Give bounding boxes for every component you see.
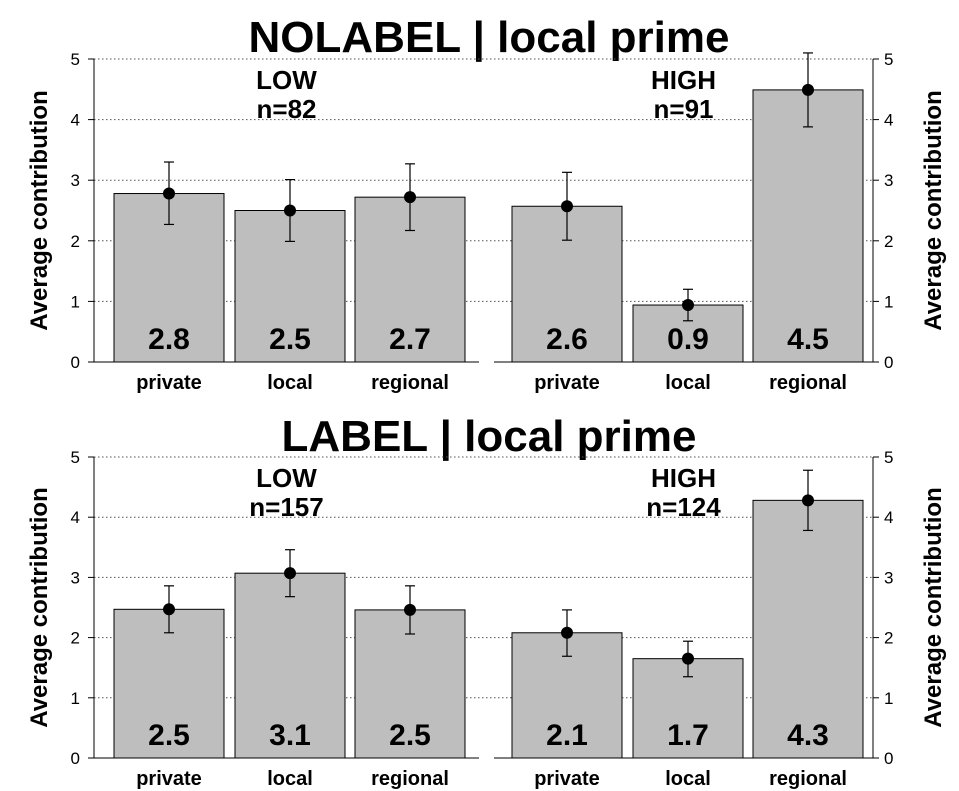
mean-point: [163, 603, 175, 616]
mean-point: [163, 187, 175, 200]
category-label: local: [267, 372, 313, 394]
group-label: HIGH: [651, 463, 716, 493]
y-tick-label-left: 5: [71, 50, 80, 69]
group-n: n=91: [654, 94, 714, 124]
y-tick-label-left: 1: [71, 292, 80, 311]
value-label: 1.7: [667, 719, 709, 752]
bar: [752, 89, 864, 363]
group-label: LOW: [256, 463, 317, 493]
y-tick-label-right: 1: [884, 689, 893, 708]
value-label: 2.5: [389, 719, 431, 752]
value-label: 2.5: [269, 323, 311, 356]
mean-point: [404, 603, 416, 616]
y-tick-label-right: 3: [884, 171, 893, 190]
y-tick-label-left: 4: [71, 508, 80, 527]
y-tick-label-left: 3: [71, 171, 80, 190]
value-label: 2.1: [546, 719, 588, 752]
category-label: local: [665, 372, 711, 394]
y-tick-label-left: 5: [71, 448, 80, 467]
mean-point: [404, 191, 416, 204]
mean-point: [284, 567, 296, 580]
category-label: local: [267, 768, 313, 790]
y-tick-label-left: 0: [71, 353, 80, 372]
y-tick-label-right: 5: [884, 50, 893, 69]
mean-point: [561, 200, 573, 213]
category-label: private: [136, 372, 202, 394]
value-label: 2.7: [389, 323, 431, 356]
y-tick-label-right: 4: [884, 508, 893, 527]
y-tick-label-left: 3: [71, 568, 80, 587]
y-tick-label-right: 4: [884, 111, 893, 130]
chart-title: NOLABEL | local prime: [249, 13, 730, 63]
value-label: 4.5: [787, 323, 829, 356]
y-tick-label-right: 5: [884, 448, 893, 467]
value-label: 3.1: [269, 719, 311, 752]
category-label: private: [534, 768, 600, 790]
value-label: 2.5: [148, 719, 190, 752]
category-label: private: [534, 372, 600, 394]
category-label: regional: [769, 372, 847, 394]
y-tick-label-left: 0: [71, 749, 80, 768]
bar: [234, 572, 346, 759]
y-tick-label-left: 2: [71, 232, 80, 251]
group-n: n=82: [257, 94, 317, 124]
bar: [113, 608, 225, 759]
value-label: 2.8: [148, 323, 190, 356]
group-label: LOW: [256, 65, 317, 95]
y-axis-label-left: Average contribution: [26, 487, 53, 727]
group-label: HIGH: [651, 65, 716, 95]
y-tick-label-left: 4: [71, 111, 80, 130]
y-axis-label-right: Average contribution: [920, 90, 947, 330]
y-tick-label-right: 2: [884, 629, 893, 648]
mean-point: [682, 299, 694, 312]
value-label: 0.9: [667, 323, 709, 356]
value-label: 4.3: [787, 719, 829, 752]
y-tick-label-right: 3: [884, 568, 893, 587]
bar: [354, 609, 466, 759]
bar: [752, 499, 864, 759]
mean-point: [802, 83, 814, 96]
y-tick-label-right: 1: [884, 292, 893, 311]
group-n: n=157: [249, 492, 323, 522]
category-label: regional: [371, 768, 449, 790]
y-axis-label-right: Average contribution: [920, 487, 947, 727]
value-label: 2.6: [546, 323, 588, 356]
category-label: regional: [769, 768, 847, 790]
y-axis-label-left: Average contribution: [26, 90, 53, 330]
mean-point: [561, 626, 573, 639]
group-n: n=124: [646, 492, 721, 522]
y-tick-label-left: 1: [71, 689, 80, 708]
y-tick-label-right: 2: [884, 232, 893, 251]
y-tick-label-left: 2: [71, 629, 80, 648]
y-tick-label-right: 0: [884, 353, 893, 372]
category-label: private: [136, 768, 202, 790]
mean-point: [802, 494, 814, 507]
chart-title: LABEL | local prime: [282, 412, 697, 462]
category-label: local: [665, 768, 711, 790]
mean-point: [682, 652, 694, 665]
y-tick-label-right: 0: [884, 749, 893, 768]
category-label: regional: [371, 372, 449, 394]
mean-point: [284, 204, 296, 217]
